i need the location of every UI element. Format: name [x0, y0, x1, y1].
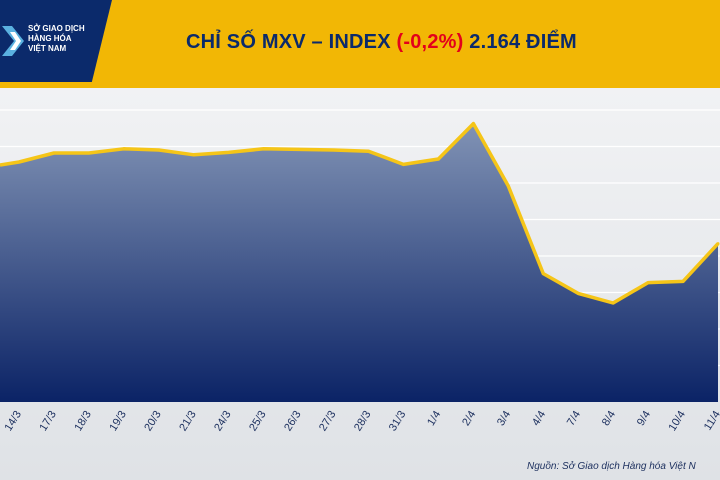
title-prefix: CHỈ SỐ MXV – INDEX [186, 31, 397, 53]
x-tick-label: 9/4 [635, 409, 653, 428]
data-point-8-4 [611, 301, 615, 305]
data-point-7-4 [576, 291, 580, 295]
data-point-27-3 [332, 148, 336, 152]
x-tick-label: 3/4 [495, 409, 513, 428]
x-tick-label: 4/4 [530, 409, 548, 428]
index-area [0, 123, 718, 402]
x-tick-label: 19/3 [107, 409, 129, 434]
logo-line-3: VIỆT NAM [28, 44, 67, 53]
header-banner: SỞ GIAO DỊCH HÀNG HÓA VIỆT NAM CHỈ SỐ MX… [0, 0, 720, 88]
data-point-3-4 [506, 184, 510, 188]
data-point-11-4 [716, 242, 720, 246]
x-tick-label: 24/3 [212, 409, 234, 434]
data-point-17-3 [52, 151, 56, 155]
source-note: Nguồn: Sở Giao dịch Hàng hóa Việt N [527, 461, 696, 472]
data-point-10-4 [681, 279, 685, 283]
x-tick-label: 2/4 [460, 409, 478, 428]
logo-text: SỞ GIAO DỊCH HÀNG HÓA VIỆT NAM [28, 24, 98, 54]
x-tick-label: 21/3 [177, 409, 199, 434]
x-tick-label: 14/3 [2, 409, 24, 434]
chart-title: CHỈ SỐ MXV – INDEX (-0,2%) 2.164 ĐIỂM [186, 31, 577, 54]
x-tick-label: 1/4 [425, 409, 443, 428]
x-tick-label: 20/3 [142, 409, 164, 434]
data-point-31-3 [401, 162, 405, 166]
data-point-1-4 [436, 157, 440, 161]
data-point-14-3 [17, 160, 21, 164]
logo-line-2: HÀNG HÓA [28, 34, 72, 43]
logo-chevron-icon [2, 26, 24, 56]
x-tick-label: 7/4 [565, 409, 583, 428]
data-point-20-3 [157, 148, 161, 152]
data-point-24-3 [227, 150, 231, 154]
title-change: (-0,2%) [396, 31, 464, 53]
mxv-logo: SỞ GIAO DỊCH HÀNG HÓA VIỆT NAM [0, 0, 112, 82]
x-tick-label: 26/3 [282, 409, 304, 434]
x-tick-label: 25/3 [247, 409, 269, 434]
index-line [0, 121, 720, 305]
x-tick-label: 8/4 [600, 409, 618, 428]
data-point-4-4 [541, 272, 545, 276]
x-tick-label: 11/4 [702, 409, 720, 433]
logo-line-1: SỞ GIAO DỊCH [28, 24, 85, 33]
data-point-26-3 [297, 147, 301, 151]
x-tick-label: 10/4 [667, 409, 689, 434]
data-point-19-3 [122, 147, 126, 151]
data-point-21-3 [192, 153, 196, 157]
data-point-18-3 [87, 151, 91, 155]
x-tick-label: 18/3 [72, 409, 94, 434]
data-point-9-4 [646, 281, 650, 285]
x-tick-label: 17/3 [37, 409, 59, 434]
x-tick-label: 27/3 [317, 409, 339, 434]
x-tick-label: 31/3 [387, 409, 409, 434]
data-point-25-3 [262, 147, 266, 151]
x-tick-label: 28/3 [352, 409, 374, 434]
data-point-28-3 [367, 149, 370, 153]
title-suffix: 2.164 ĐIỂM [463, 31, 577, 53]
data-point-2-4 [471, 122, 475, 126]
